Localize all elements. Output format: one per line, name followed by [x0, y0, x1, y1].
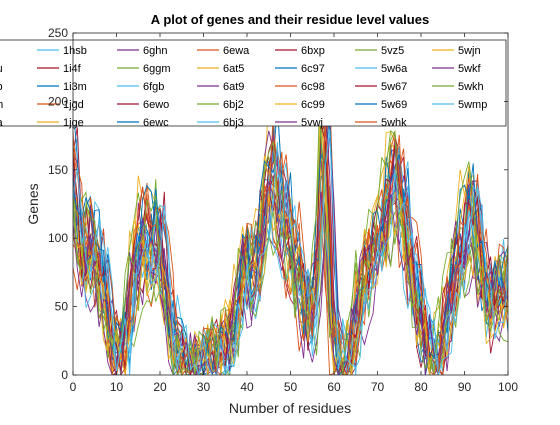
legend-item-label: 6at9: [223, 81, 244, 93]
legend-item-label: 5w6a: [381, 63, 408, 75]
series-line: [73, 114, 508, 375]
series-line: [73, 115, 508, 375]
series-line: [73, 106, 508, 375]
x-tick-label: 70: [371, 380, 385, 394]
x-tick-label: 0: [70, 380, 77, 394]
axes: 0 10 20 30 40 50 60 70 80 90 100 0 50 100 150 200 250: [48, 26, 518, 394]
series-layer: [73, 60, 508, 375]
y-tick-label: 50: [55, 300, 69, 314]
legend-item-label: 5wkf: [458, 63, 482, 75]
legend-item-label: 5vz5: [381, 45, 404, 57]
legend-item-label: 6ewa: [223, 45, 250, 57]
legend-item-label: 5w69: [381, 99, 407, 111]
legend-box: [0, 39, 507, 127]
legend: xkucpnhsa1hsb1i4f1i3m1jgd1jge6ghn6ggm6fg…: [0, 39, 507, 129]
legend-item-label: 5whk: [381, 117, 407, 129]
series-line: [73, 152, 508, 375]
series-line: [73, 60, 508, 375]
legend-item-label: sa: [0, 117, 4, 129]
legend-item-label: 6c98: [301, 81, 325, 93]
chart-title: A plot of genes and their residue level …: [151, 12, 429, 27]
legend-item-label: 5wjn: [458, 45, 481, 57]
series-line: [73, 103, 508, 375]
y-tick-label: 200: [48, 94, 68, 108]
legend-item-label: 6bj3: [223, 117, 244, 129]
series-line: [73, 129, 508, 375]
x-tick-label: 100: [498, 380, 518, 394]
legend-item-label: 1i4f: [63, 63, 82, 75]
legend-item-label: nh: [0, 99, 3, 111]
x-tick-label: 50: [284, 380, 298, 394]
legend-item-label: 6ggm: [143, 63, 171, 75]
legend-item-label: 6at5: [223, 63, 244, 75]
x-tick-label: 40: [240, 380, 254, 394]
x-tick-label: 90: [458, 380, 472, 394]
legend-item-label: cp: [0, 81, 3, 93]
x-tick-label: 80: [414, 380, 428, 394]
legend-item-label: 6c99: [301, 99, 325, 111]
legend-item-label: 1i3m: [63, 81, 87, 93]
y-tick-label: 150: [48, 163, 68, 177]
x-tick-label: 20: [153, 380, 167, 394]
legend-item-label: 6bxp: [301, 45, 325, 57]
legend-item-label: 5wkh: [458, 81, 484, 93]
legend-item-label: 1hsb: [63, 45, 87, 57]
legend-item-label: 5wmp: [458, 99, 487, 111]
y-axis-label: Genes: [25, 183, 41, 224]
legend-item-label: 5vwj: [301, 117, 323, 129]
legend-item-label: 5w67: [381, 81, 407, 93]
y-tick-label: 250: [48, 26, 68, 40]
legend-item-label: 6ewo: [143, 99, 169, 111]
x-tick-label: 30: [197, 380, 211, 394]
x-tick-label: 60: [327, 380, 341, 394]
y-tick-label: 0: [61, 368, 68, 382]
legend-item-label: ku: [0, 63, 3, 75]
x-axis-label: Number of residues: [229, 400, 351, 416]
legend-item-label: 6fgb: [143, 81, 164, 93]
legend-item-label: 6ewc: [143, 117, 169, 129]
y-tick-label: 100: [48, 231, 68, 245]
legend-item-label: 6ghn: [143, 45, 167, 57]
legend-item-label: 6c97: [301, 63, 325, 75]
x-tick-label: 10: [110, 380, 124, 394]
legend-item-label: 6bj2: [223, 99, 244, 111]
